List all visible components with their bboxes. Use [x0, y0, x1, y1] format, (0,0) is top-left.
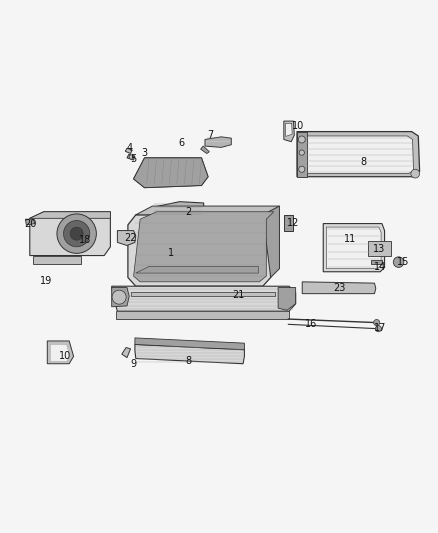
Text: 17: 17: [374, 323, 386, 333]
Polygon shape: [127, 155, 135, 160]
Polygon shape: [136, 206, 279, 215]
Text: 9: 9: [131, 359, 137, 369]
Polygon shape: [128, 215, 271, 286]
Polygon shape: [122, 348, 131, 358]
Text: 8: 8: [360, 157, 367, 167]
Text: 4: 4: [126, 143, 132, 154]
Text: 12: 12: [287, 217, 300, 228]
Text: 20: 20: [25, 219, 37, 229]
Text: 11: 11: [344, 235, 357, 244]
Text: 15: 15: [397, 257, 409, 267]
Circle shape: [64, 221, 90, 247]
Polygon shape: [131, 292, 275, 296]
Text: 19: 19: [40, 276, 52, 286]
Text: 1: 1: [168, 248, 174, 259]
Polygon shape: [371, 260, 382, 264]
Circle shape: [70, 227, 83, 240]
Polygon shape: [263, 206, 279, 278]
Polygon shape: [284, 215, 293, 231]
Polygon shape: [205, 137, 231, 147]
Text: 23: 23: [333, 282, 346, 293]
Polygon shape: [286, 123, 292, 136]
Polygon shape: [135, 338, 244, 350]
Text: 22: 22: [124, 233, 137, 243]
Text: 6: 6: [179, 138, 185, 148]
Polygon shape: [116, 311, 289, 319]
Circle shape: [112, 290, 126, 304]
Polygon shape: [134, 158, 208, 188]
Polygon shape: [297, 132, 420, 177]
Text: 13: 13: [373, 244, 385, 254]
Text: 5: 5: [131, 154, 137, 164]
Text: 7: 7: [207, 130, 213, 140]
Polygon shape: [297, 132, 307, 177]
Text: 2: 2: [185, 207, 191, 217]
Polygon shape: [33, 255, 81, 264]
Text: 14: 14: [374, 262, 386, 271]
Polygon shape: [326, 227, 381, 269]
Polygon shape: [201, 146, 209, 154]
Polygon shape: [136, 266, 258, 273]
Polygon shape: [125, 148, 132, 154]
Circle shape: [129, 155, 134, 159]
Circle shape: [375, 326, 381, 332]
Polygon shape: [284, 121, 294, 142]
Polygon shape: [112, 287, 129, 307]
Polygon shape: [25, 219, 35, 225]
Text: 10: 10: [292, 122, 304, 131]
Circle shape: [411, 169, 420, 178]
Polygon shape: [117, 231, 136, 246]
Polygon shape: [134, 158, 208, 188]
Polygon shape: [278, 287, 296, 310]
Polygon shape: [30, 212, 110, 219]
Circle shape: [374, 319, 380, 326]
Polygon shape: [30, 212, 110, 255]
Text: 21: 21: [233, 290, 245, 300]
Polygon shape: [307, 136, 413, 174]
Polygon shape: [134, 212, 274, 282]
Text: 10: 10: [59, 351, 71, 361]
Polygon shape: [302, 282, 376, 294]
Text: 18: 18: [79, 235, 92, 245]
Text: 3: 3: [141, 149, 148, 158]
Text: 8: 8: [185, 356, 191, 366]
Polygon shape: [50, 344, 70, 361]
Text: 16: 16: [305, 319, 317, 329]
Circle shape: [57, 214, 96, 253]
Circle shape: [299, 166, 305, 172]
Circle shape: [298, 136, 305, 143]
Polygon shape: [112, 286, 296, 311]
Polygon shape: [135, 344, 244, 364]
Circle shape: [299, 150, 304, 155]
Polygon shape: [368, 241, 391, 255]
Polygon shape: [323, 223, 385, 272]
Polygon shape: [47, 341, 74, 364]
Circle shape: [393, 257, 404, 268]
Polygon shape: [152, 201, 204, 215]
